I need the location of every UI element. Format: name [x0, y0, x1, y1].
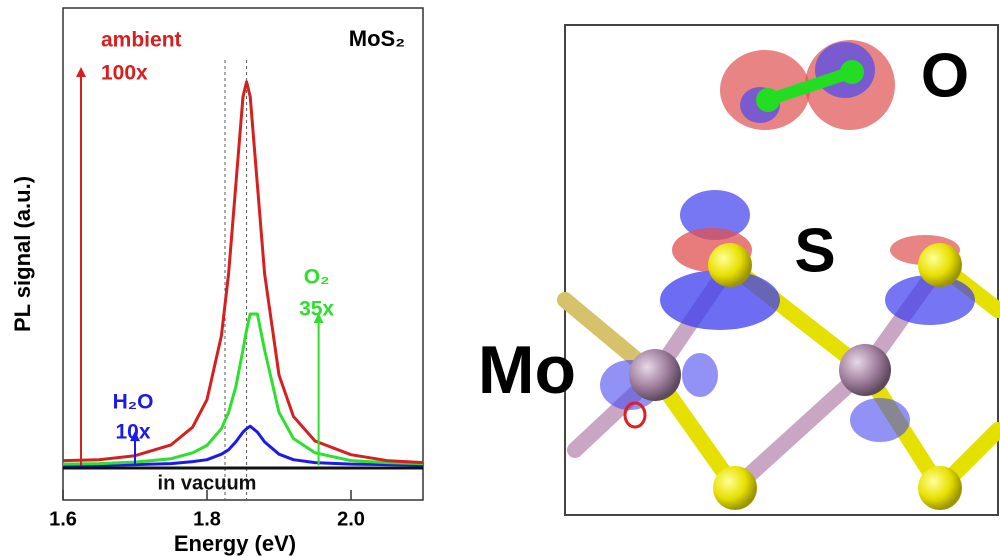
annotation: MoS₂	[349, 26, 405, 51]
arrow-label: 100x	[101, 62, 148, 85]
arrow-label: H₂O	[113, 391, 154, 414]
atom-label: S	[794, 216, 835, 285]
x-tick-label: 2.0	[337, 508, 365, 530]
legend-label: in vacuum	[158, 473, 257, 495]
figure: O S Mo MoS₂ Energy (eV) PL signal (a.u.)…	[0, 0, 1000, 556]
arrow-label: ambient	[101, 29, 182, 52]
x-tick-label: 1.8	[193, 508, 221, 530]
arrow-label: O₂	[304, 266, 330, 289]
x-axis-title: Energy (eV)	[174, 531, 296, 556]
structure-panel: O S Mo	[478, 25, 998, 515]
atom-label: Mo	[478, 332, 576, 408]
arrow-label: 10x	[115, 421, 150, 444]
atom-label: O	[921, 41, 969, 110]
arrow-head	[76, 67, 86, 77]
x-tick-label: 1.6	[49, 508, 77, 530]
arrow-label: 35x	[299, 298, 334, 321]
y-axis-title: PL signal (a.u.)	[10, 176, 35, 332]
